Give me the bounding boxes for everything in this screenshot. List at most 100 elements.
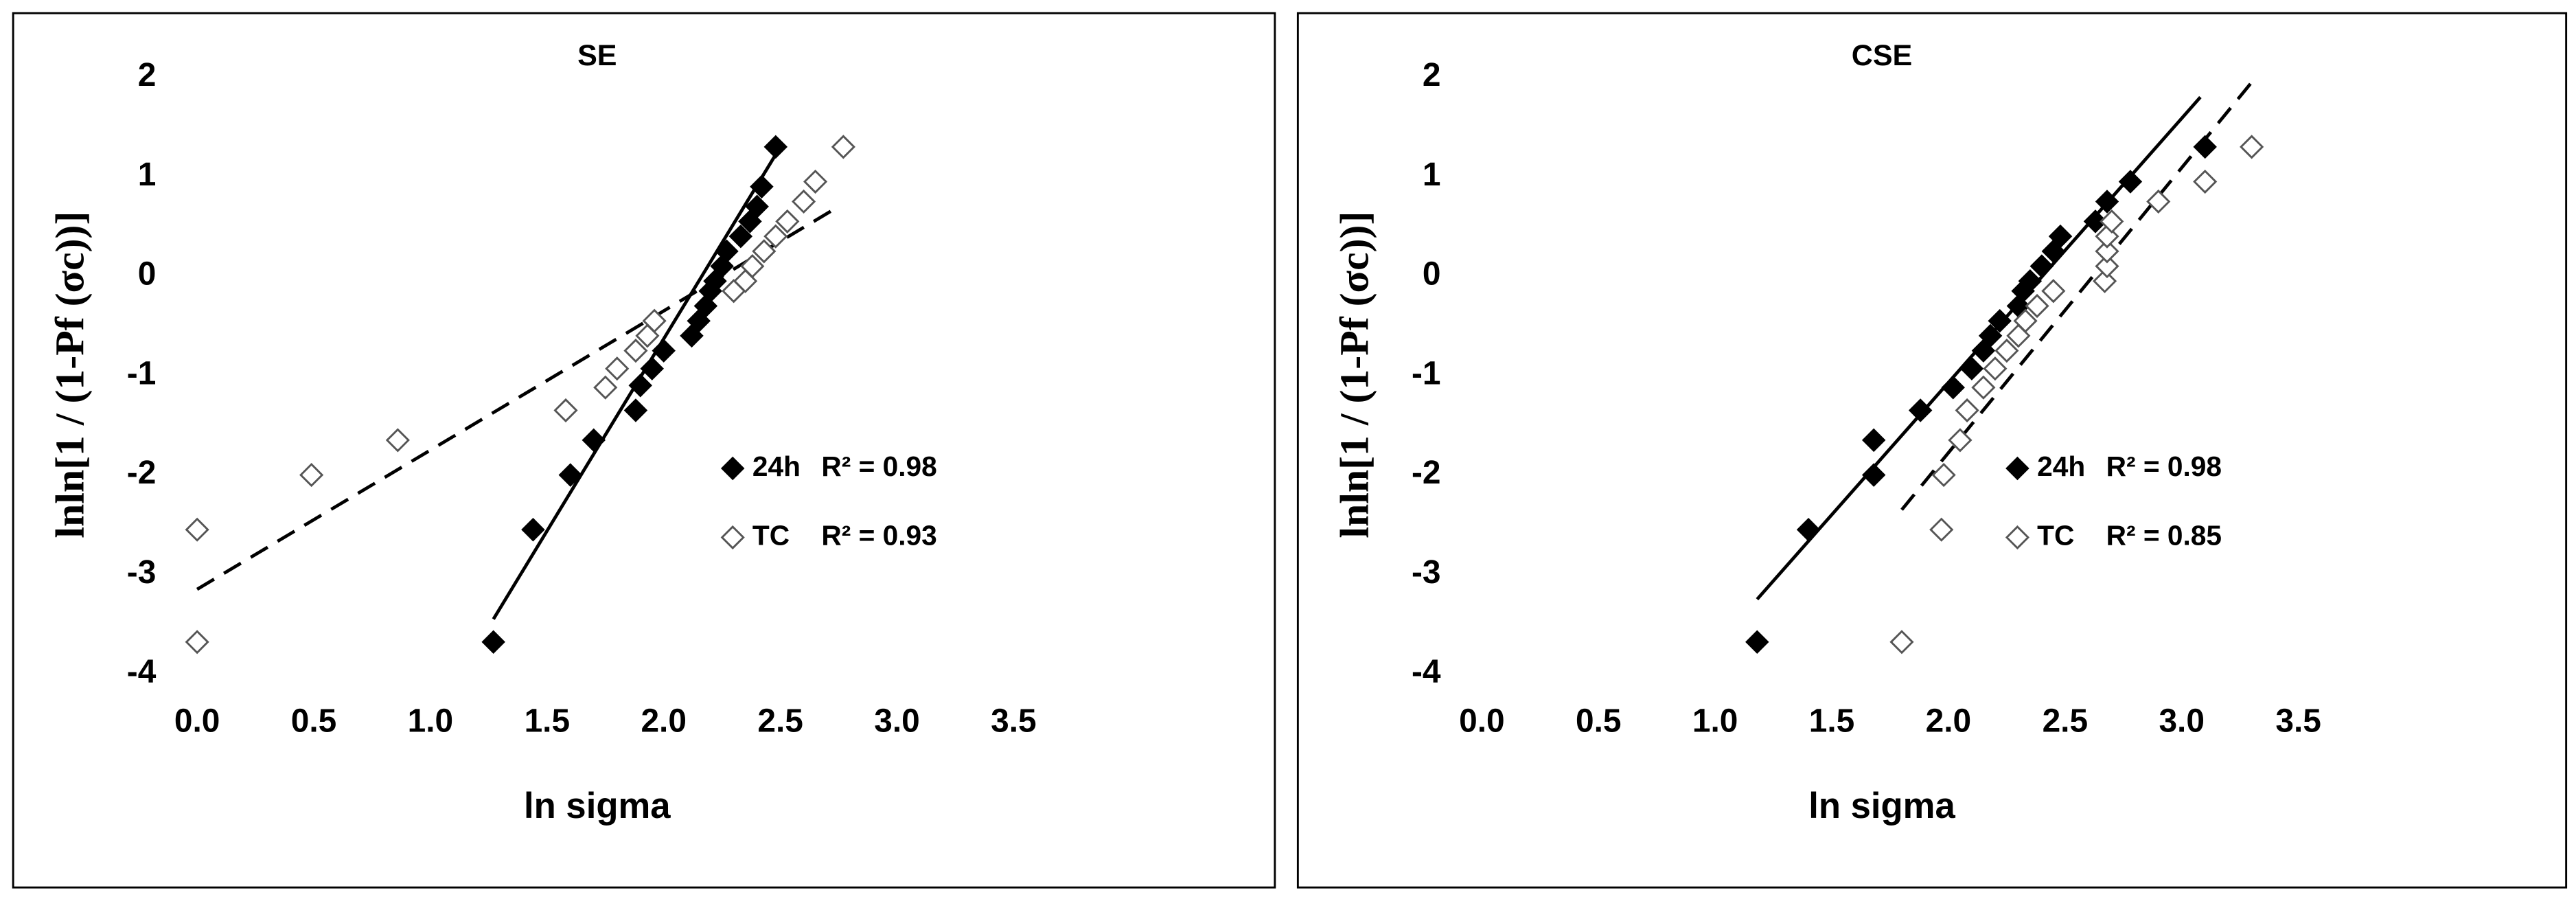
y-tick-label: 1 bbox=[1423, 157, 1441, 193]
point bbox=[1796, 517, 1821, 542]
x-tick-label: 2.5 bbox=[757, 703, 803, 740]
point bbox=[1861, 428, 1886, 453]
point bbox=[2018, 269, 2043, 293]
x-tick-label: 3.5 bbox=[2275, 703, 2321, 740]
legend-marker bbox=[720, 456, 745, 481]
point bbox=[831, 135, 855, 159]
point bbox=[481, 630, 505, 655]
point bbox=[185, 517, 209, 542]
legend-r2: R² = 0.98 bbox=[2106, 451, 2222, 482]
point bbox=[642, 308, 667, 333]
x-tick-label: 2.0 bbox=[641, 703, 687, 740]
point bbox=[763, 224, 788, 249]
legend-label: TC bbox=[752, 519, 790, 551]
x-tick-label: 2.5 bbox=[2043, 703, 2089, 740]
x-tick-label: 0.0 bbox=[174, 703, 220, 740]
point bbox=[1941, 375, 1965, 400]
point bbox=[385, 428, 410, 453]
y-tick-label: -2 bbox=[1412, 455, 1441, 491]
point bbox=[1988, 308, 2012, 333]
x-tick-label: 0.0 bbox=[1459, 703, 1505, 740]
point bbox=[1971, 375, 1996, 400]
point bbox=[792, 189, 816, 214]
x-axis-label: ln sigma bbox=[524, 786, 671, 826]
y-tick-label: 0 bbox=[138, 256, 157, 293]
point bbox=[1908, 398, 1933, 422]
panel-frame bbox=[12, 12, 1276, 889]
point bbox=[1889, 630, 1914, 655]
point bbox=[1994, 339, 2019, 363]
chart-title: CSE bbox=[1852, 39, 1913, 72]
point bbox=[763, 135, 788, 159]
y-tick-label: -2 bbox=[127, 455, 157, 491]
point bbox=[623, 398, 648, 422]
point bbox=[750, 174, 774, 199]
point bbox=[2193, 135, 2217, 159]
point bbox=[1978, 323, 2003, 348]
point bbox=[2041, 279, 2066, 304]
x-tick-label: 3.0 bbox=[2159, 703, 2205, 740]
point bbox=[299, 463, 324, 488]
chart-title: SE bbox=[577, 39, 617, 72]
point bbox=[640, 356, 664, 380]
point bbox=[1959, 356, 1984, 380]
legend-label: TC bbox=[2037, 519, 2074, 551]
x-tick-label: 1.0 bbox=[1692, 703, 1738, 740]
x-tick-label: 0.5 bbox=[291, 703, 337, 740]
point bbox=[2093, 269, 2117, 293]
point bbox=[2193, 169, 2218, 194]
point bbox=[803, 169, 828, 194]
point bbox=[2095, 253, 2119, 279]
legend-r2: R² = 0.85 bbox=[2106, 519, 2222, 551]
legend-marker bbox=[2005, 525, 2030, 550]
point bbox=[2025, 293, 2049, 319]
point bbox=[593, 375, 618, 400]
point bbox=[1931, 463, 1956, 488]
point bbox=[1948, 428, 1973, 453]
legend-r2: R² = 0.98 bbox=[821, 451, 936, 482]
point bbox=[2029, 254, 2054, 278]
point bbox=[715, 239, 739, 264]
y-tick-label: -4 bbox=[1412, 654, 1441, 690]
point bbox=[1929, 517, 1954, 542]
legend-marker bbox=[720, 525, 745, 550]
point bbox=[1861, 463, 1886, 487]
y-tick-label: 1 bbox=[138, 157, 157, 193]
y-tick-label: 2 bbox=[1423, 57, 1441, 93]
x-tick-label: 3.0 bbox=[874, 703, 920, 740]
y-tick-label: 2 bbox=[138, 57, 157, 93]
point bbox=[740, 253, 765, 279]
y-tick-label: -1 bbox=[1412, 355, 1441, 391]
y-tick-label: -3 bbox=[127, 554, 157, 591]
point bbox=[2146, 189, 2171, 214]
point bbox=[521, 517, 545, 542]
y-axis-label: lnln[1 / (1-Pf (σc))] bbox=[47, 212, 92, 538]
point bbox=[2095, 239, 2119, 264]
y-tick-label: -4 bbox=[127, 654, 157, 690]
point bbox=[1745, 630, 1769, 655]
y-tick-label: -3 bbox=[1412, 554, 1441, 591]
x-axis-label: ln sigma bbox=[1808, 786, 1955, 826]
x-tick-label: 3.5 bbox=[991, 703, 1037, 740]
point bbox=[2083, 209, 2108, 234]
point bbox=[605, 356, 630, 381]
point bbox=[728, 224, 753, 249]
y-tick-label: 0 bbox=[1423, 256, 1441, 293]
point bbox=[553, 398, 578, 423]
point bbox=[2118, 170, 2143, 194]
x-tick-label: 1.0 bbox=[408, 703, 454, 740]
point bbox=[2095, 190, 2119, 214]
legend-label: 24h bbox=[752, 451, 801, 482]
point bbox=[2240, 135, 2264, 159]
point bbox=[582, 428, 606, 453]
point bbox=[2048, 224, 2073, 249]
point bbox=[2013, 308, 2038, 333]
panel-frame bbox=[1296, 12, 2568, 889]
y-axis-label: lnln[1 / (1-Pf (σc))] bbox=[1332, 212, 1377, 538]
legend-label: 24h bbox=[2037, 451, 2085, 482]
point bbox=[752, 239, 777, 264]
point bbox=[628, 374, 652, 398]
